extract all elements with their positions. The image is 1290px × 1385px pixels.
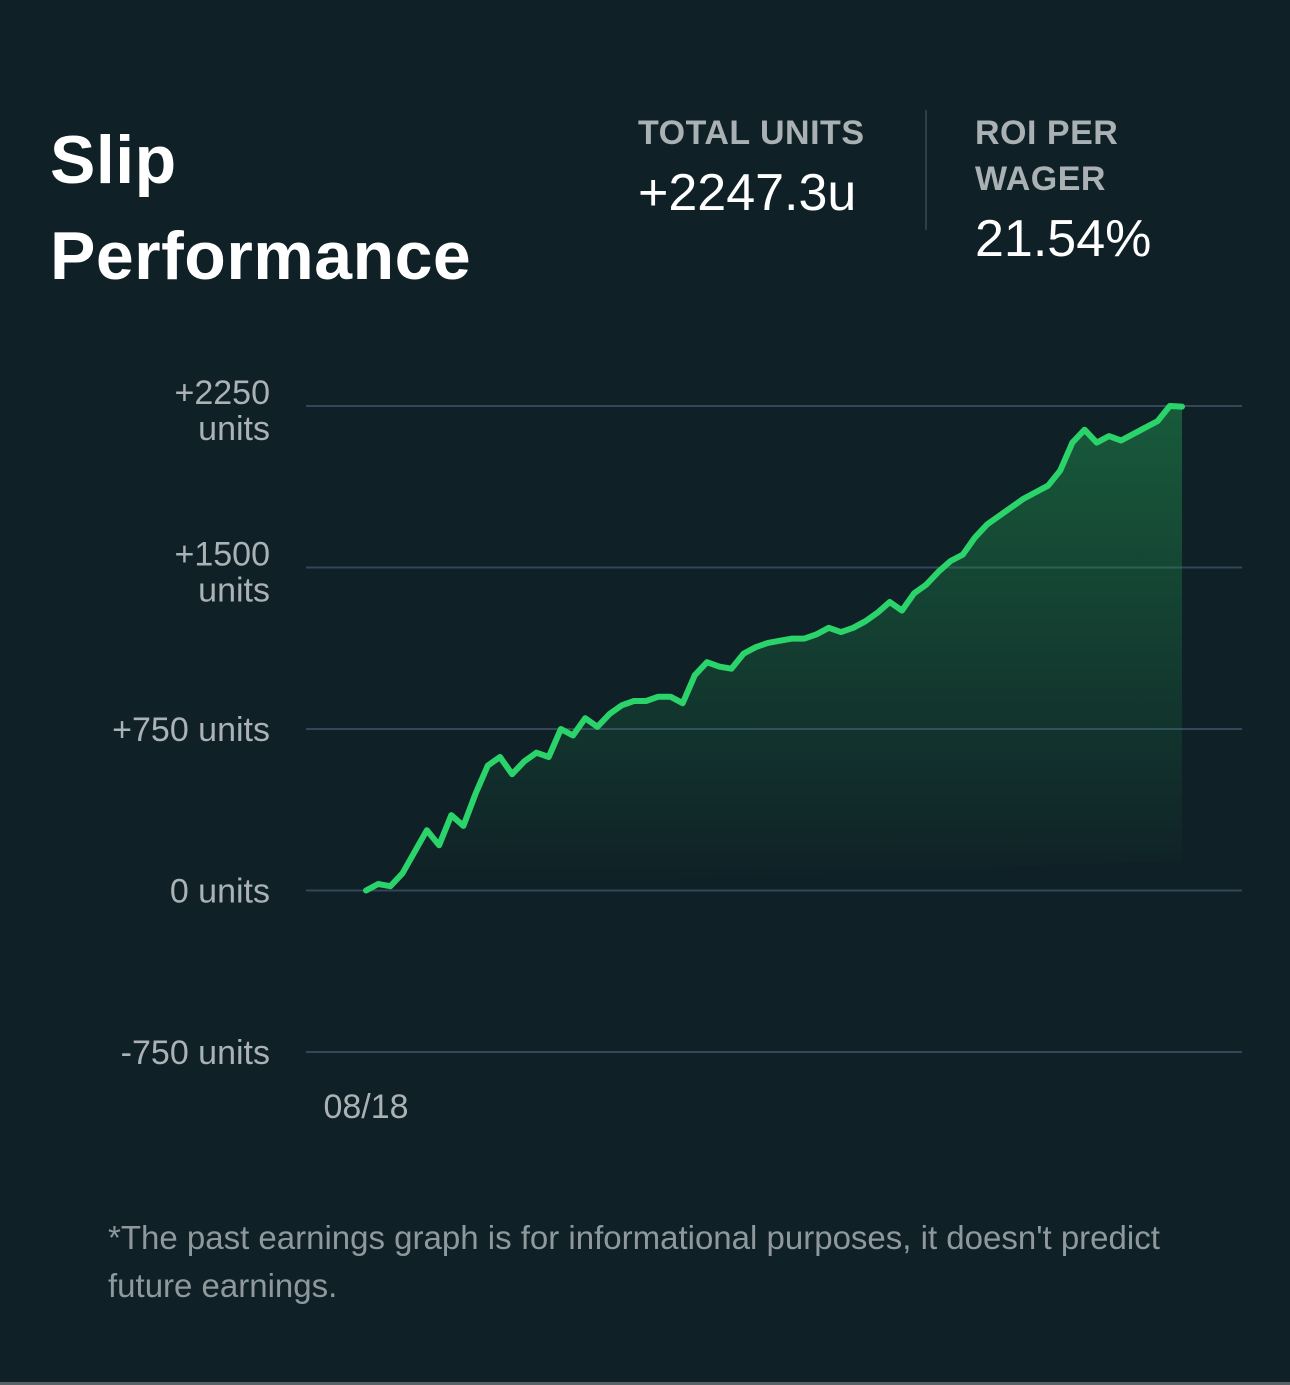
y-tick-label: +2250 units	[175, 374, 271, 448]
series-line	[363, 403, 1185, 894]
y-tick-label: -750 units	[121, 1034, 270, 1072]
y-tick-label: +1500 units	[175, 536, 271, 610]
performance-chart: +2250 units +1500 units +750 units 0 units -75…	[112, 374, 1242, 1126]
total-units-label: TOTAL UNITS	[638, 114, 865, 152]
y-tick-label: 0 units	[170, 873, 270, 911]
bottom-edge	[0, 1382, 1290, 1385]
roi-value: 21.54%	[975, 210, 1152, 268]
total-units-stat: TOTAL UNITS +2247.3u	[638, 110, 865, 224]
x-tick-label: 08/18	[323, 1088, 408, 1126]
total-units-value: +2247.3u	[638, 164, 857, 222]
roi-label: ROI PER WAGER	[975, 114, 1119, 198]
series-area	[366, 406, 1182, 891]
stat-divider	[925, 110, 927, 230]
disclaimer-text: *The past earnings graph is for informat…	[108, 1219, 1160, 1304]
y-tick-label: +750 units	[112, 711, 270, 749]
page-title: Slip Performance	[50, 122, 472, 294]
roi-stat: ROI PER WAGER 21.54%	[975, 110, 1195, 270]
